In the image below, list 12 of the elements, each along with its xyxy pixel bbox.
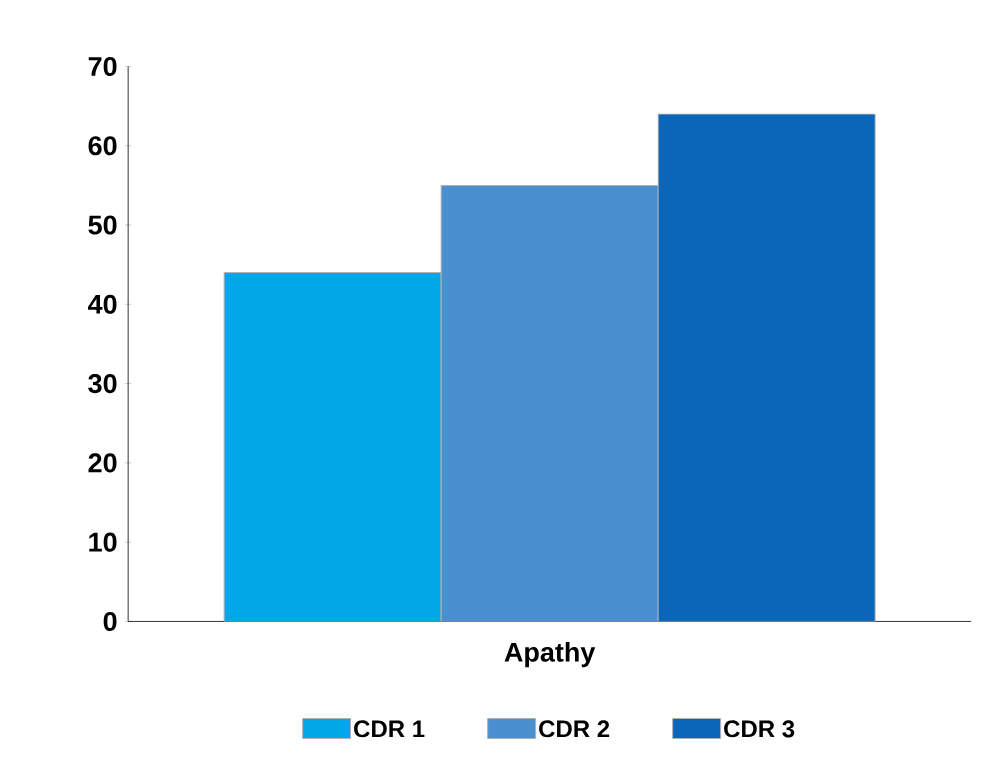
y-tick-label: 50: [88, 215, 117, 235]
y-tick-label: 10: [89, 532, 117, 552]
legend-label: CDR 3: [724, 720, 795, 738]
y-tick-label: 70: [88, 56, 117, 77]
y-tick-label: 20: [88, 453, 117, 473]
legend-label: CDR 2: [539, 720, 610, 738]
y-tick-label: 30: [88, 374, 117, 394]
y-tick-label: 60: [88, 136, 117, 156]
y-tick-label: 0: [103, 611, 117, 632]
legend-label: CDR 1: [354, 720, 425, 738]
x-tick-label: Apathy: [504, 641, 596, 668]
y-tick-label: 40: [87, 294, 117, 314]
